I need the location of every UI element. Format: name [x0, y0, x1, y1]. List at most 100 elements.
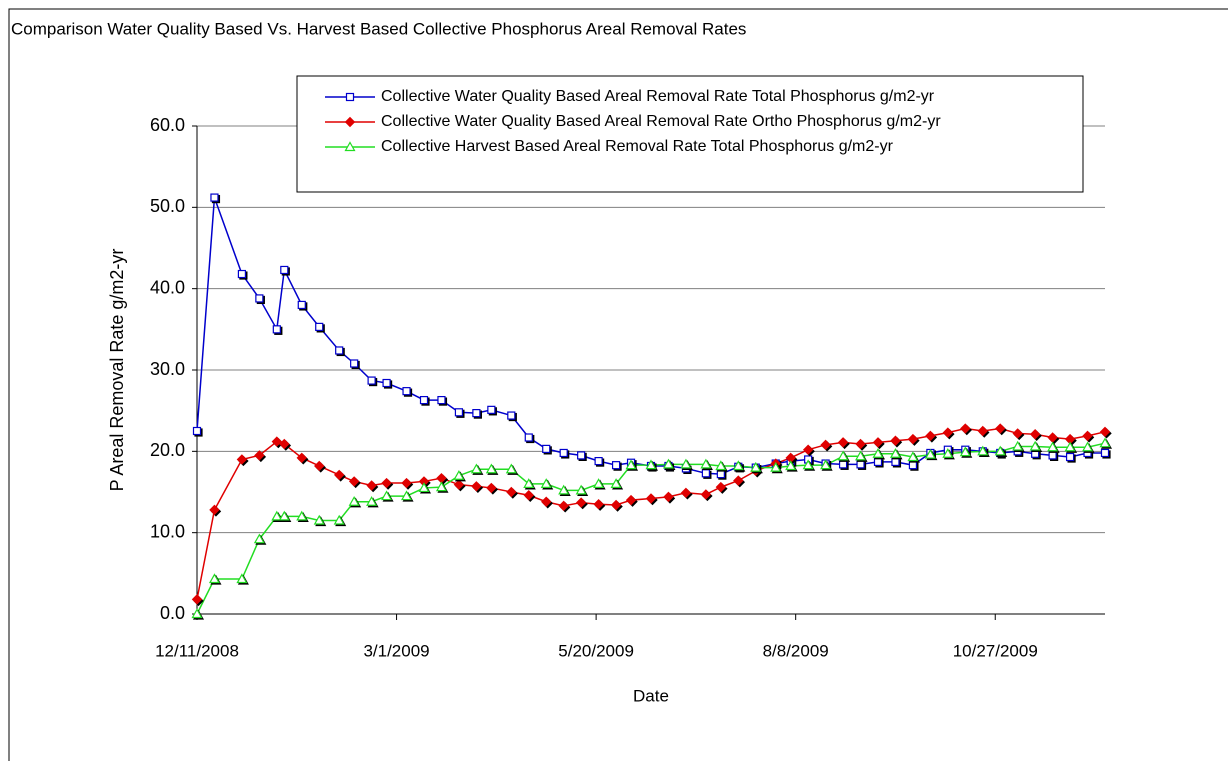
- marker: [297, 300, 306, 310]
- y-tick-label: 60.0: [150, 115, 185, 135]
- marker: [872, 437, 884, 448]
- marker: [645, 459, 657, 470]
- chart-title: Comparison Water Quality Based Vs. Harve…: [11, 19, 746, 38]
- legend-label: Collective Water Quality Based Areal Rem…: [381, 88, 935, 105]
- marker: [559, 448, 568, 458]
- marker: [366, 480, 377, 491]
- marker: [733, 475, 744, 486]
- marker: [279, 438, 290, 450]
- marker: [1099, 437, 1111, 448]
- marker: [1029, 440, 1041, 451]
- marker: [1065, 452, 1075, 462]
- marker: [770, 461, 782, 472]
- marker: [524, 433, 533, 442]
- marker: [716, 470, 725, 479]
- marker: [271, 436, 283, 447]
- marker: [558, 500, 569, 512]
- marker: [296, 452, 307, 464]
- x-axis-label: Date: [633, 686, 669, 705]
- marker: [209, 504, 220, 516]
- marker: [345, 92, 355, 102]
- marker: [437, 395, 446, 405]
- marker: [889, 448, 901, 458]
- marker: [313, 514, 325, 525]
- marker: [401, 477, 412, 489]
- marker: [236, 454, 248, 465]
- marker: [925, 430, 936, 442]
- marker: [645, 493, 657, 504]
- marker: [593, 498, 604, 510]
- marker: [435, 481, 447, 492]
- marker: [837, 437, 849, 448]
- marker: [280, 265, 289, 275]
- marker: [486, 482, 497, 494]
- marker: [700, 458, 712, 469]
- marker: [454, 408, 464, 417]
- marker: [542, 444, 551, 453]
- x-tick-label: 5/20/2009: [558, 641, 634, 660]
- grid: 0.0 10.0 20.0 30.0 40.0 50.0 60.0 12/11/2008 3/1…: [150, 115, 1105, 660]
- marker: [610, 499, 622, 511]
- marker: [236, 573, 248, 584]
- marker: [577, 451, 586, 460]
- marker: [856, 460, 865, 469]
- y-tick-label: 20.0: [150, 440, 185, 460]
- marker: [418, 482, 430, 493]
- marker: [575, 497, 587, 508]
- marker: [593, 478, 605, 488]
- y-tick-label: 10.0: [150, 521, 185, 541]
- marker: [1012, 440, 1024, 451]
- marker: [558, 484, 570, 495]
- marker: [523, 490, 534, 501]
- marker: [977, 445, 989, 456]
- marker: [333, 514, 345, 525]
- marker: [575, 484, 587, 495]
- marker: [1064, 441, 1076, 452]
- marker: [959, 446, 971, 457]
- x-tick-label: 10/27/2009: [953, 641, 1038, 660]
- marker: [802, 444, 814, 455]
- marker: [924, 448, 936, 459]
- plot-area: [191, 193, 1113, 620]
- marker: [453, 479, 465, 490]
- y-axis-label: P Areal Removal Rate g/m2-yr: [107, 249, 127, 492]
- marker: [625, 494, 637, 506]
- marker: [382, 378, 391, 388]
- marker: [507, 411, 516, 420]
- marker: [994, 445, 1006, 456]
- marker: [1082, 430, 1093, 442]
- marker: [732, 460, 744, 471]
- legend: Collective Water Quality Based Areal Rem…: [296, 75, 1084, 193]
- marker: [891, 457, 900, 467]
- marker: [401, 490, 413, 501]
- marker: [314, 460, 325, 472]
- marker: [872, 448, 884, 458]
- marker: [381, 477, 392, 489]
- y-tick-label: 50.0: [150, 196, 185, 216]
- marker: [820, 439, 831, 451]
- marker: [785, 460, 797, 471]
- marker: [802, 459, 814, 470]
- marker: [594, 456, 603, 466]
- marker: [271, 510, 283, 521]
- marker: [272, 325, 281, 334]
- marker: [995, 423, 1006, 434]
- marker: [1048, 451, 1057, 460]
- marker: [344, 116, 356, 128]
- y-tick-label: 0.0: [160, 603, 185, 623]
- marker: [470, 463, 482, 474]
- marker: [253, 533, 265, 544]
- marker: [680, 487, 692, 499]
- marker: [505, 463, 517, 474]
- marker: [855, 450, 867, 461]
- legend-box: [296, 75, 1084, 193]
- marker: [1012, 428, 1023, 439]
- marker: [237, 269, 247, 279]
- marker: [820, 459, 832, 470]
- marker: [254, 450, 265, 461]
- x-tick-label: 12/11/2008: [155, 641, 239, 660]
- marker: [541, 496, 552, 507]
- marker: [680, 458, 692, 469]
- marker: [611, 461, 621, 470]
